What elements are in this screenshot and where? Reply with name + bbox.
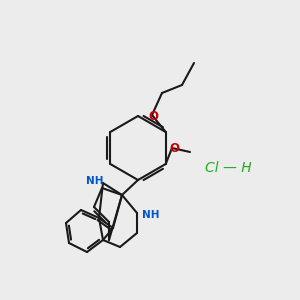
Text: O: O <box>148 110 158 122</box>
Text: NH: NH <box>86 176 104 186</box>
Text: O: O <box>169 142 179 155</box>
Text: Cl — H: Cl — H <box>205 161 251 175</box>
Text: NH: NH <box>142 210 160 220</box>
